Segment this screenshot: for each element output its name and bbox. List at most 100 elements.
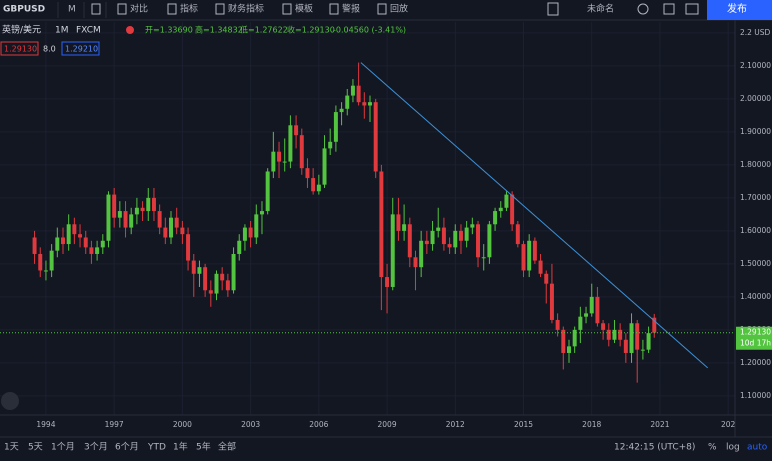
candle-body xyxy=(129,214,134,228)
candle-body xyxy=(612,329,617,340)
range-button[interactable]: 6个月 xyxy=(115,442,139,453)
trendline xyxy=(360,62,709,369)
candle-body xyxy=(606,329,611,340)
candle-body xyxy=(538,260,543,274)
toolbar-icon[interactable] xyxy=(167,3,177,15)
clock: 12:42:15 (UTC+8) xyxy=(614,443,695,453)
candle-body xyxy=(254,214,259,238)
x-tick-label: 1997 xyxy=(105,420,124,429)
toolbar-items: 对比 指标 财务指标 模板 警报 回放 xyxy=(117,3,408,15)
candle-body xyxy=(350,85,355,96)
logo[interactable] xyxy=(1,392,19,410)
percent-toggle[interactable]: % xyxy=(708,443,717,453)
toolbar-item[interactable]: 模板 xyxy=(295,3,313,15)
candle-body xyxy=(95,247,100,254)
range-button[interactable]: 5年 xyxy=(196,441,211,453)
layout-name[interactable]: 未命名 xyxy=(587,3,614,15)
settings-icon[interactable] xyxy=(637,3,649,15)
candle-body xyxy=(333,112,338,142)
candle-body xyxy=(623,339,628,353)
y-tick-label: 1.50000 xyxy=(740,259,771,268)
range-button[interactable]: 1年 xyxy=(173,441,188,453)
y-tick-label: 1.10000 xyxy=(740,391,771,400)
candle-body xyxy=(379,171,384,278)
candle-body xyxy=(356,85,361,103)
candle-body xyxy=(43,270,48,272)
ask[interactable]: 1.29210 xyxy=(65,45,98,54)
toolbar-item[interactable]: 指标 xyxy=(180,3,198,15)
publish-label[interactable]: 发布 xyxy=(727,2,747,15)
candle-body xyxy=(271,151,276,172)
x-tick-label: 2012 xyxy=(446,420,465,429)
symbol[interactable]: GBPUSD xyxy=(3,5,45,15)
x-tick-label: 2021 xyxy=(650,420,669,429)
candle-body xyxy=(220,273,225,281)
range-button[interactable]: 1天 xyxy=(4,443,19,453)
x-tick-label: 2003 xyxy=(241,420,260,429)
toolbar-item[interactable]: 对比 xyxy=(130,3,148,15)
candle-body xyxy=(407,224,412,258)
candle-body xyxy=(316,184,321,192)
candle-body xyxy=(322,148,327,185)
toolbar-icon[interactable] xyxy=(215,3,225,15)
countdown: 10d 17h xyxy=(740,339,771,348)
bid-box[interactable] xyxy=(0,41,39,56)
candle-body xyxy=(225,280,230,291)
candle-body xyxy=(396,214,401,231)
range-button[interactable]: 1个月 xyxy=(51,442,75,453)
log-toggle[interactable]: log xyxy=(726,443,740,453)
candle-body xyxy=(458,230,463,241)
candle-body xyxy=(191,260,196,274)
toolbar-item[interactable]: 财务指标 xyxy=(228,3,264,15)
x-tick-label: 1994 xyxy=(36,420,55,429)
candle-body xyxy=(339,108,344,113)
bid[interactable]: 1.29130 xyxy=(4,45,37,54)
candle-body xyxy=(453,230,458,248)
candle-body xyxy=(413,257,418,268)
candle-body xyxy=(305,168,310,179)
candle-body xyxy=(66,224,71,245)
ask-box[interactable] xyxy=(61,41,100,56)
toolbar-icon[interactable] xyxy=(377,3,387,15)
candle-body xyxy=(259,211,264,215)
candle-body xyxy=(157,211,162,228)
candle-body xyxy=(476,224,481,258)
candle-body xyxy=(242,227,247,241)
candle-body xyxy=(61,237,65,245)
range-button[interactable]: 5天 xyxy=(28,443,43,453)
chart-type-icon[interactable] xyxy=(91,3,101,15)
fullscreen-icon[interactable] xyxy=(547,2,559,16)
plot xyxy=(0,22,735,415)
auto-toggle[interactable]: auto xyxy=(747,443,768,453)
toolbar-icon[interactable] xyxy=(329,3,339,15)
interval[interactable]: M xyxy=(68,5,76,15)
candle-body xyxy=(549,283,554,320)
publish-button[interactable] xyxy=(707,0,772,20)
fullscreen-icon[interactable] xyxy=(663,3,675,15)
toolbar-icon[interactable] xyxy=(117,3,127,15)
toolbar-item[interactable]: 回放 xyxy=(390,3,408,15)
snapshot-icon[interactable] xyxy=(685,3,699,15)
candle-body xyxy=(299,135,304,169)
candle-body xyxy=(447,244,452,248)
toolbar-icon[interactable] xyxy=(282,3,292,15)
legend-open: 开=1.33690 xyxy=(145,26,193,35)
toolbar-item[interactable]: 警报 xyxy=(342,3,360,15)
legend-change: -0.04560 (-3.41%) xyxy=(333,26,406,35)
candle-body xyxy=(180,227,185,235)
candle-body xyxy=(402,224,407,231)
candle-body xyxy=(430,230,435,245)
range-button[interactable]: 全部 xyxy=(218,441,236,453)
range-button[interactable]: 3个月 xyxy=(84,442,108,453)
candle-body xyxy=(49,250,54,271)
candle-body xyxy=(83,237,88,248)
candle-body xyxy=(55,237,60,251)
candle-body xyxy=(510,194,515,225)
candle-body xyxy=(629,323,634,353)
candle-body xyxy=(78,234,83,238)
candle-body xyxy=(106,194,111,241)
range-button[interactable]: YTD xyxy=(147,443,166,453)
candle-body xyxy=(112,194,117,218)
